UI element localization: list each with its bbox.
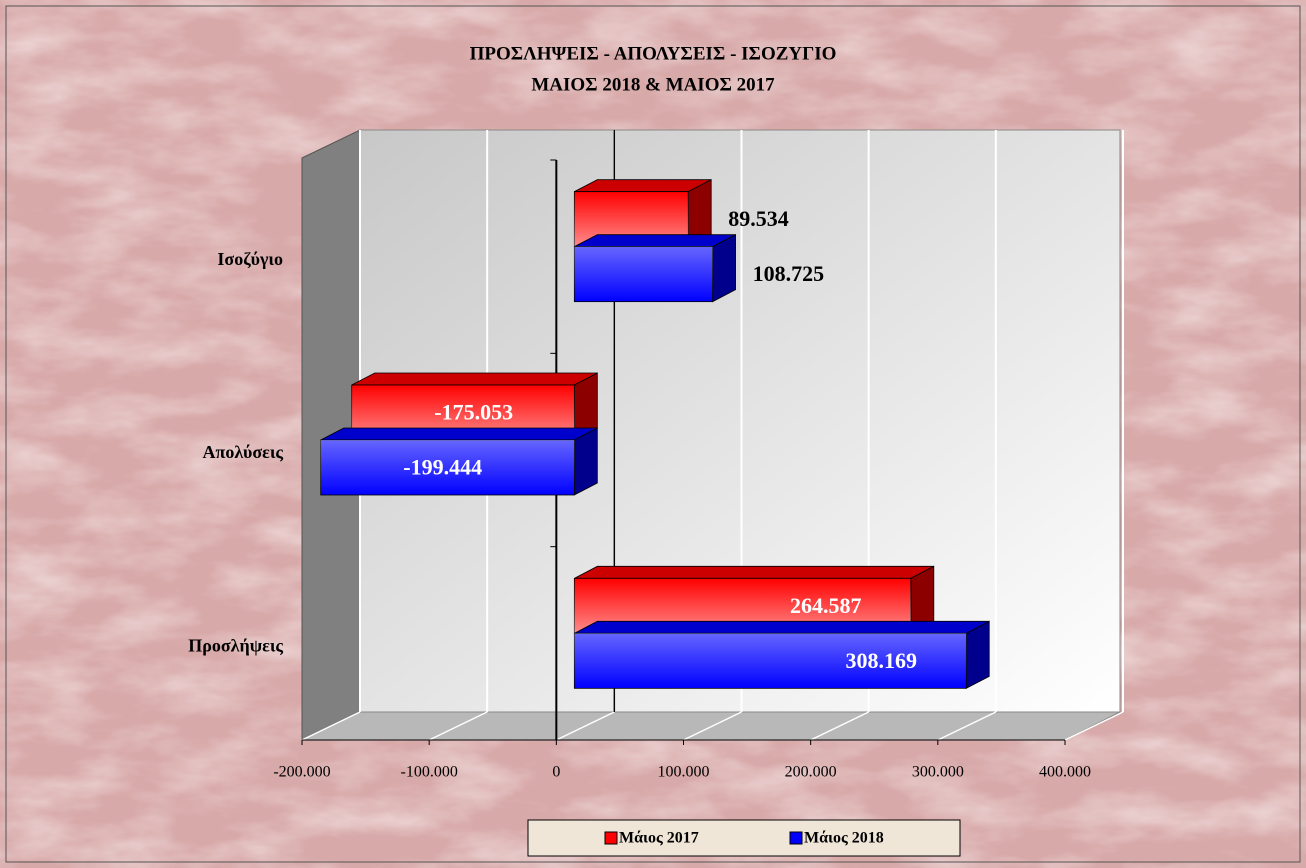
data-label: 89.534 bbox=[728, 206, 789, 231]
bar-top-shade bbox=[574, 179, 712, 192]
bar-side-shade bbox=[574, 428, 598, 495]
legend-swatch bbox=[789, 831, 803, 845]
data-label: -175.053 bbox=[434, 400, 513, 425]
floor-grid-line bbox=[937, 711, 997, 741]
bar-top-shade bbox=[574, 566, 934, 579]
bar-side-shade bbox=[688, 179, 712, 247]
x-tick-label: 0 bbox=[552, 764, 560, 781]
floor-grid-line bbox=[556, 711, 615, 741]
y-tick-label: Ισοζύγιο bbox=[217, 249, 283, 269]
bar-top-shade bbox=[320, 428, 598, 440]
chart-subtitle: ΜΑΙΟΣ 2018 & ΜΑΙΟΣ 2017 bbox=[531, 74, 775, 95]
chart-border bbox=[5, 5, 1301, 863]
bar-side-shade bbox=[910, 566, 934, 634]
legend-label: Μάιος 2017 bbox=[619, 830, 699, 847]
floor-grid-line bbox=[1064, 711, 1124, 741]
data-label: 308.169 bbox=[845, 648, 917, 673]
data-label: -199.444 bbox=[403, 455, 482, 480]
y-tick-label: Απολύσεις bbox=[203, 442, 284, 462]
legend bbox=[527, 819, 961, 857]
floor-grid-line bbox=[301, 711, 361, 741]
bar-shine bbox=[574, 246, 713, 302]
floor-grid-line bbox=[683, 711, 742, 741]
bar-side-shade bbox=[712, 234, 736, 302]
x-tick-label: 200.000 bbox=[785, 764, 837, 781]
x-tick-label: 400.000 bbox=[1039, 764, 1091, 781]
data-label: 264.587 bbox=[790, 593, 862, 618]
legend-label: Μάιος 2018 bbox=[804, 830, 884, 847]
y-tick-label: Προσλήψεις bbox=[188, 635, 283, 655]
bar-side-shade bbox=[966, 621, 990, 689]
x-tick-label: -200.000 bbox=[273, 764, 330, 781]
chart-title: ΠΡΟΣΛΗΨΕΙΣ - ΑΠΟΛΥΣΕΙΣ - ΙΣΟΖΥΓΙΟ bbox=[470, 43, 837, 64]
bar-top-shade bbox=[574, 621, 990, 634]
x-tick-label: 300.000 bbox=[912, 764, 964, 781]
legend-swatch bbox=[604, 831, 618, 845]
floor-grid-line bbox=[428, 711, 488, 741]
x-tick-label: -100.000 bbox=[401, 764, 458, 781]
floor-grid-line bbox=[810, 711, 869, 741]
bar-shine bbox=[320, 440, 575, 495]
bar-top-shade bbox=[574, 234, 736, 247]
bar-side-shade bbox=[574, 373, 598, 440]
bar-top-shade bbox=[351, 373, 598, 385]
data-label: 108.725 bbox=[753, 261, 825, 286]
x-tick-label: 100.000 bbox=[658, 764, 710, 781]
bar-shine bbox=[574, 633, 967, 689]
